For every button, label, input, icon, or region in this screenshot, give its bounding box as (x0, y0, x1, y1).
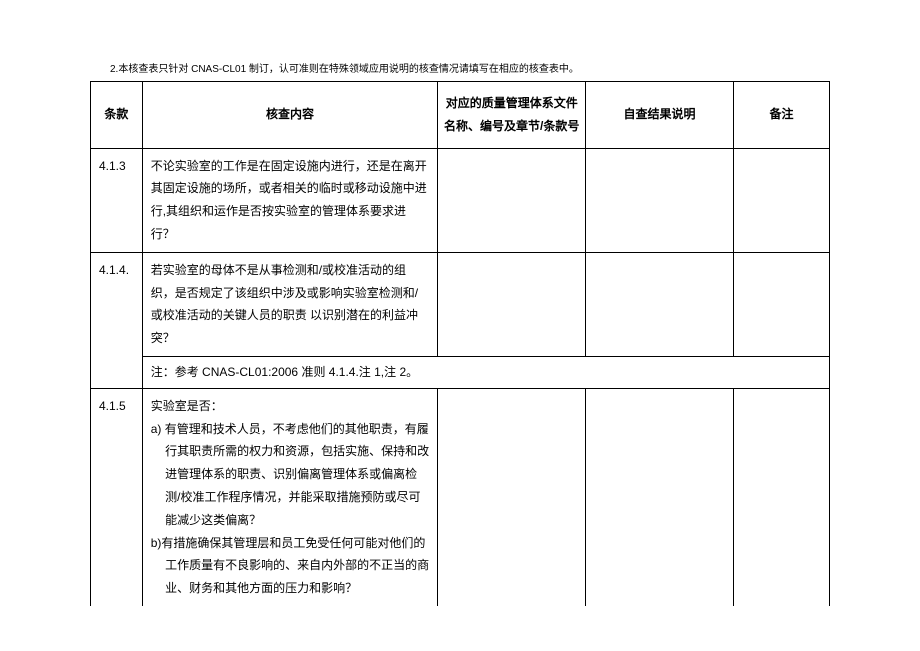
table-row-note: 注：参考 CNAS-CL01:2006 准则 4.1.4.注 1,注 2。 (91, 356, 830, 388)
cell-doc (438, 388, 586, 606)
header-content: 核查内容 (142, 82, 438, 149)
cell-remark (733, 388, 829, 606)
cell-result (586, 148, 734, 252)
cell-doc (438, 252, 586, 356)
audit-checklist-table: 条款 核查内容 对应的质量管理体系文件名称、编号及章节/条款号 自查结果说明 备… (90, 81, 830, 606)
table-row: 4.1.5 实验室是否： a) 有管理和技术人员，不考虑他们的其他职责，有履行其… (91, 388, 830, 606)
table-header-row: 条款 核查内容 对应的质量管理体系文件名称、编号及章节/条款号 自查结果说明 备… (91, 82, 830, 149)
content-intro: 实验室是否： (151, 395, 430, 418)
cell-remark (733, 148, 829, 252)
cell-clause: 4.1.5 (91, 388, 143, 606)
content-text: 若实验室的母体不是从事检测和/或校准活动的组织，是否规定了该组织中涉及或影响实验… (151, 259, 430, 350)
list-label: a) (151, 422, 162, 436)
list-text: 有管理和技术人员，不考虑他们的其他职责，有履行其职责所需的权力和资源，包括实施、… (165, 422, 429, 527)
header-result: 自查结果说明 (586, 82, 734, 149)
cell-clause: 4.1.3 (91, 148, 143, 252)
cell-clause: 4.1.4. (91, 252, 143, 388)
header-remark: 备注 (733, 82, 829, 149)
cell-result (586, 252, 734, 356)
header-clause: 条款 (91, 82, 143, 149)
note-above-table: 2.本核查表只针对 CNAS-CL01 制订，认可准则在特殊领域应用说明的核查情… (90, 60, 830, 75)
list-label: b) (151, 536, 162, 550)
header-doc: 对应的质量管理体系文件名称、编号及章节/条款号 (438, 82, 586, 149)
content-text: 不论实验室的工作是在固定设施内进行，还是在离开其固定设施的场所，或者相关的临时或… (151, 155, 430, 246)
cell-note: 注：参考 CNAS-CL01:2006 准则 4.1.4.注 1,注 2。 (142, 356, 829, 388)
cell-content: 实验室是否： a) 有管理和技术人员，不考虑他们的其他职责，有履行其职责所需的权… (142, 388, 438, 606)
cell-result (586, 388, 734, 606)
cell-doc (438, 148, 586, 252)
cell-remark (733, 252, 829, 356)
cell-content: 不论实验室的工作是在固定设施内进行，还是在离开其固定设施的场所，或者相关的临时或… (142, 148, 438, 252)
content-list-item: b)有措施确保其管理层和员工免受任何可能对他们的工作质量有不良影响的、来自内外部… (151, 532, 430, 600)
table-row: 4.1.4. 若实验室的母体不是从事检测和/或校准活动的组织，是否规定了该组织中… (91, 252, 830, 356)
content-list-item: a) 有管理和技术人员，不考虑他们的其他职责，有履行其职责所需的权力和资源，包括… (151, 418, 430, 532)
cell-content: 若实验室的母体不是从事检测和/或校准活动的组织，是否规定了该组织中涉及或影响实验… (142, 252, 438, 356)
table-row: 4.1.3 不论实验室的工作是在固定设施内进行，还是在离开其固定设施的场所，或者… (91, 148, 830, 252)
list-text: 有措施确保其管理层和员工免受任何可能对他们的工作质量有不良影响的、来自内外部的不… (161, 536, 429, 596)
